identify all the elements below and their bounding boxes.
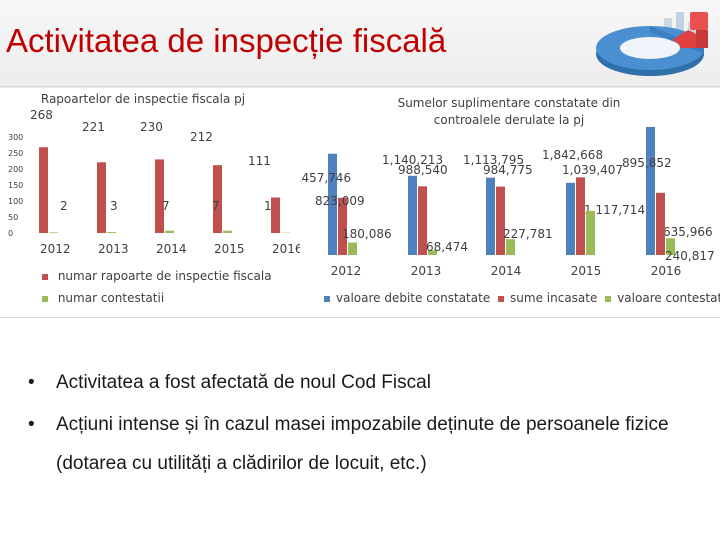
legend-swatch xyxy=(605,295,612,302)
y-tick-label: 250 xyxy=(8,149,23,158)
bar-incasate xyxy=(496,186,505,255)
y-tick-label: 300 xyxy=(8,133,23,142)
legend-label: numar rapoarte de inspectie fiscala xyxy=(57,269,272,283)
bullet-item: • Activitatea a fost afectată de noul Co… xyxy=(28,372,718,394)
data-label: 68,474 xyxy=(426,240,468,254)
data-label: 3 xyxy=(110,199,118,213)
bar-contestatii xyxy=(666,238,675,255)
x-tick-label: 2016 xyxy=(651,264,682,275)
data-label: 268 xyxy=(30,108,53,122)
x-tick-label: 2014 xyxy=(491,264,522,275)
chart2-title: Sumelor suplimentare constatate din cont… xyxy=(397,96,621,127)
data-label: 230 xyxy=(140,120,163,134)
bullet-text: Acțiuni intense și în cazul masei impoza… xyxy=(56,414,669,435)
ring-chart-logo-icon xyxy=(596,12,708,76)
data-label: 1,039,407 xyxy=(562,163,623,177)
bar-contestatii xyxy=(586,210,595,255)
bar-incasate xyxy=(656,192,665,255)
bar-debite xyxy=(566,182,575,255)
chart1-title: Rapoartelor de inspectie fiscala pj xyxy=(40,92,246,106)
data-label: 1,113,795 xyxy=(463,153,524,167)
legend-swatch xyxy=(498,295,505,302)
bar-contestatii xyxy=(506,239,515,255)
bar-debite xyxy=(646,126,655,255)
legend-label: sume incasate xyxy=(510,291,598,305)
bar-contestatii xyxy=(49,232,58,233)
legend-label: valoare debite constatate xyxy=(336,291,491,305)
bar-debite xyxy=(328,153,337,255)
data-label: 180,086 xyxy=(342,227,392,241)
data-label: 1,842,668 xyxy=(542,148,603,162)
chart1-legend-item-1: numar rapoarte de inspectie fiscala xyxy=(42,269,272,283)
bar-contestatii xyxy=(223,230,232,233)
data-label: 2 xyxy=(60,199,68,213)
x-tick-label: 2012 xyxy=(331,264,362,275)
chart1-svg: 0 50 100 150 200 250 300 268 2 2012 221 3 2013 230 7 20… xyxy=(8,108,300,256)
legend-swatch xyxy=(42,273,48,280)
data-label: 212 xyxy=(190,130,213,144)
chart2-legend: valoare debite constatate sume incasate … xyxy=(324,291,720,305)
data-label: 7 xyxy=(162,199,170,213)
x-tick-label: 2012 xyxy=(40,242,71,256)
bar-contestatii xyxy=(165,230,174,233)
slide-header: Activitatea de inspecție fiscală xyxy=(0,0,720,88)
data-label: 1,457,746 xyxy=(300,171,351,185)
y-tick-label: 100 xyxy=(8,197,23,206)
data-label: 984,775 xyxy=(483,163,533,177)
legend-swatch xyxy=(324,295,330,302)
bar-debite xyxy=(408,175,417,255)
bar-contestatii xyxy=(107,232,116,233)
data-label: 227,781 xyxy=(503,227,553,241)
y-tick-label: 50 xyxy=(8,213,18,222)
bar-rapoarte xyxy=(271,197,280,233)
bar-rapoarte xyxy=(97,162,106,233)
bullet-list: • Activitatea a fost afectată de noul Co… xyxy=(28,372,718,478)
bar-incasate xyxy=(338,197,347,255)
legend-label: valoare contestatii xyxy=(617,291,720,305)
bar-incasate xyxy=(576,177,585,255)
x-tick-label: 2014 xyxy=(156,242,187,256)
bar-contestatii xyxy=(348,242,357,255)
chart2-svg: 1,457,746 823,009 180,086 2012 1,140,213988,… xyxy=(300,126,715,275)
data-label: 988,540 xyxy=(398,163,448,177)
charts-panel: Rapoartelor de inspectie fiscala pj 0 50 1… xyxy=(0,86,720,318)
bar-incasate xyxy=(418,186,427,255)
bullet-item: • Acțiuni intense și în cazul masei impo… xyxy=(28,414,718,478)
bullet-marker: • xyxy=(28,372,35,393)
data-label: 1 xyxy=(264,199,272,213)
chart1-legend-item-2: numar contestatii xyxy=(42,291,164,305)
legend-swatch xyxy=(42,295,48,302)
y-tick-label: 200 xyxy=(8,165,23,174)
data-label: 7 xyxy=(212,199,220,213)
data-label: 1,117,714 xyxy=(584,203,645,217)
bullet-continuation: (dotarea cu utilități a clădirilor de lo… xyxy=(56,453,427,474)
x-tick-label: 2015 xyxy=(571,264,602,275)
data-label: 240,817 xyxy=(665,249,715,263)
bar-rapoarte xyxy=(213,165,222,233)
bar-contestatii xyxy=(428,250,437,255)
data-label: 221 xyxy=(82,120,105,134)
bar-debite xyxy=(486,177,495,255)
data-label: 111 xyxy=(248,154,271,168)
bar-rapoarte xyxy=(155,159,164,233)
bullet-text: Activitatea a fost afectată de noul Cod … xyxy=(56,372,431,393)
y-tick-label: 0 xyxy=(8,229,13,238)
data-label: 823,009 xyxy=(315,194,365,208)
legend-label: numar contestatii xyxy=(57,291,165,305)
slide-title: Activitatea de inspecție fiscală xyxy=(6,22,447,59)
x-tick-label: 2016 xyxy=(272,242,300,256)
bar-rapoarte xyxy=(39,147,48,233)
y-tick-label: 150 xyxy=(8,181,23,190)
bullet-marker: • xyxy=(28,414,35,435)
data-label: 1,140,213 xyxy=(382,153,443,167)
x-tick-label: 2015 xyxy=(214,242,245,256)
x-tick-label: 2013 xyxy=(98,242,129,256)
x-tick-label: 2013 xyxy=(411,264,442,275)
data-label: 635,966 xyxy=(663,225,713,239)
data-label: 895,852 xyxy=(622,156,672,170)
